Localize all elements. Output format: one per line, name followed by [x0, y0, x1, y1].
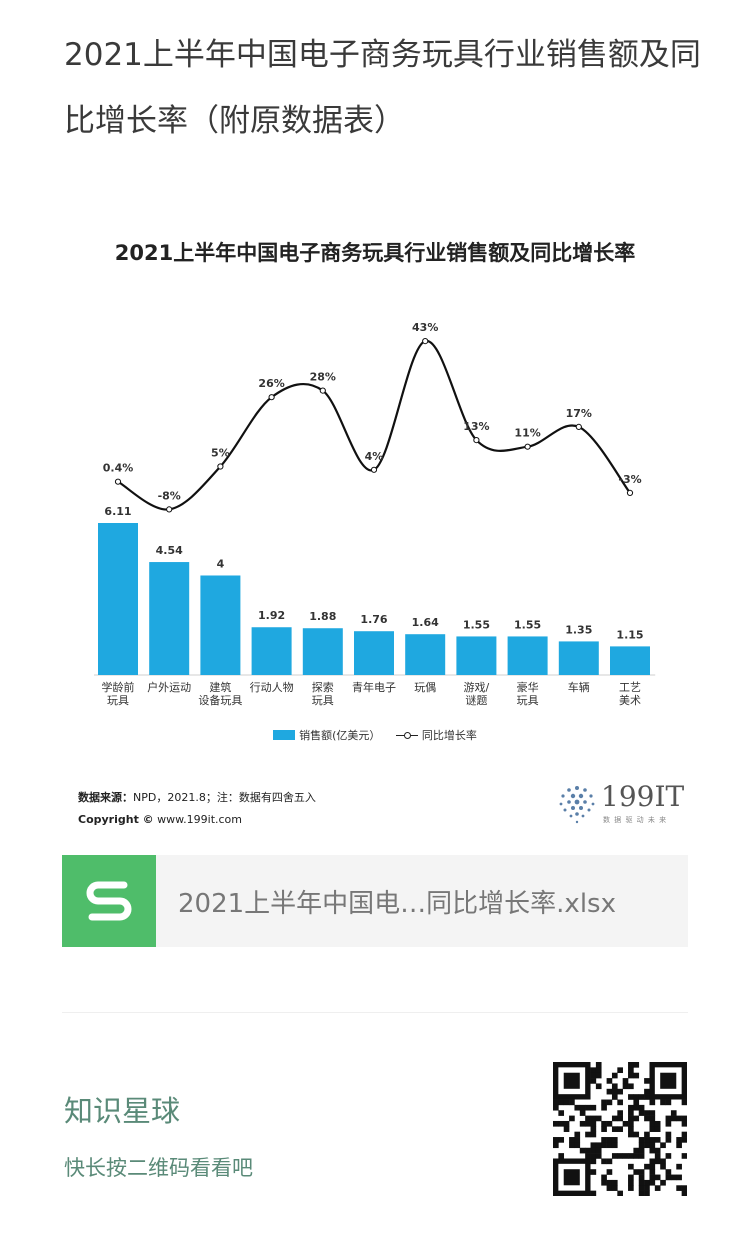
bar-sales-4: [302, 628, 343, 675]
bar-sales-3: [251, 627, 292, 675]
category-label-0-1: 玩具: [107, 694, 129, 707]
logo-subtext: 数 据 驱 动 未 来: [603, 816, 668, 824]
bar-sales-0: [98, 523, 138, 675]
source-text: NPD，2021.8；注：数据有四舍五入: [133, 791, 316, 804]
growth-line: [117, 339, 631, 511]
category-label-2-0: 建筑: [209, 680, 231, 694]
bar-label-4: 1.88: [309, 610, 336, 623]
growth-point-7: [473, 437, 480, 444]
logo-text: 199IT: [601, 780, 685, 813]
growth-label-7: 13%: [463, 420, 489, 433]
bar-label-3: 1.92: [258, 609, 285, 622]
category-label-6: 玩偶: [414, 681, 436, 694]
promo-title: 知识星球: [64, 1094, 181, 1128]
chart-card: 2021上半年中国电子商务玩具行业销售额及同比增长率 6.11 学龄前 玩具 4.54…: [0, 215, 750, 835]
source-label: 数据来源：: [78, 791, 133, 804]
growth-label-5: 4%: [365, 450, 384, 463]
growth-label-1: -8%: [158, 489, 181, 502]
bar-sales-6: [405, 634, 446, 675]
category-label-7-0: 游戏/: [464, 681, 490, 694]
file-attachment[interactable]: 2021上半年中国电…同比增长率.xlsx: [62, 855, 688, 947]
source-note: 数据来源：NPD，2021.8；注：数据有四舍五入 Copyright © ww…: [78, 787, 316, 831]
bar-sales-7: [456, 636, 497, 675]
category-label-10-0: 工艺: [619, 681, 641, 694]
bar-sales-2: [200, 575, 241, 675]
legend-item-sales: 销售额(亿美元）: [273, 727, 380, 743]
category-label-1: 户外运动: [147, 680, 191, 694]
category-label-4-1: 玩具: [312, 694, 334, 707]
bar-label-9: 1.35: [565, 623, 592, 636]
growth-point-4: [319, 387, 326, 394]
growth-label-3: 26%: [258, 377, 284, 390]
bar-sales-1: [149, 562, 190, 675]
legend-item-growth: 同比增长率: [395, 727, 477, 743]
file-name: 2021上半年中国电…同比增长率.xlsx: [178, 888, 616, 919]
category-label-2-1: 设备玩具: [198, 693, 242, 707]
legend-swatch-line: [395, 730, 418, 740]
copyright-url: www.199it.com: [157, 813, 243, 826]
category-label-9: 车辆: [568, 680, 590, 694]
bar-label-0: 6.11: [104, 505, 131, 518]
bar-sales-8: [507, 636, 548, 675]
category-label-8-0: 豪华: [517, 680, 539, 694]
category-label-0-0: 学龄前: [102, 680, 135, 694]
growth-label-0: 0.4%: [103, 462, 134, 475]
bar-sales-9: [558, 641, 599, 675]
growth-label-10: -3%: [618, 473, 641, 486]
category-label-8-1: 玩具: [517, 694, 539, 707]
brand-logo: 199IT 数 据 驱 动 未 来: [555, 780, 695, 830]
bar-label-7: 1.55: [463, 618, 490, 631]
growth-label-8: 11%: [514, 427, 540, 440]
bar-label-8: 1.55: [514, 618, 541, 631]
bar-label-10: 1.15: [616, 628, 643, 641]
bar-label-1: 4.54: [156, 544, 183, 557]
bar-label-2: 4: [217, 557, 225, 570]
category-label-5: 青年电子: [352, 680, 396, 694]
divider: [62, 1012, 688, 1013]
spreadsheet-s-icon: [62, 855, 156, 947]
category-label-3: 行动人物: [250, 680, 294, 694]
chart-title: 2021上半年中国电子商务玩具行业销售额及同比增长率: [114, 241, 636, 265]
page-title: 2021上半年中国电子商务玩具行业销售额及同比增长率（附原数据表）: [64, 37, 701, 139]
legend-label-growth: 同比增长率: [421, 729, 477, 742]
bar-label-6: 1.64: [412, 616, 439, 629]
combo-chart: 6.11学龄前玩具4.54户外运动4建筑设备玩具1.92行动人物1.88探索玩具…: [94, 321, 656, 707]
legend-label-sales: 销售额(亿美元）: [299, 729, 381, 742]
growth-point-2: [217, 463, 224, 470]
growth-point-1: [166, 506, 173, 513]
legend-swatch-bar: [273, 730, 296, 740]
category-label-7-1: 谜题: [465, 694, 487, 707]
logo-dots-icon: [559, 786, 595, 824]
promo-subtitle: 快长按二维码看看吧: [64, 1156, 253, 1180]
growth-point-3: [268, 394, 275, 401]
bar-sales-5: [354, 631, 394, 675]
growth-label-6: 43%: [412, 321, 438, 334]
growth-label-4: 28%: [310, 371, 336, 384]
growth-point-5: [370, 466, 378, 473]
qr-code-icon[interactable]: [553, 1062, 687, 1196]
category-label-4-0: 探索: [312, 680, 334, 694]
growth-point-9: [575, 423, 582, 430]
growth-point-6: [422, 338, 429, 345]
growth-point-8: [524, 443, 531, 450]
category-label-10-1: 美术: [619, 694, 641, 707]
growth-point-10: [626, 489, 634, 496]
growth-point-0: [114, 478, 122, 485]
bar-label-5: 1.76: [360, 613, 387, 626]
growth-label-9: 17%: [566, 407, 592, 420]
bar-sales-10: [610, 646, 650, 675]
copyright-label: Copyright ©: [78, 813, 154, 826]
chart-legend: 销售额(亿美元） 同比增长率: [0, 727, 750, 743]
growth-label-2: 5%: [211, 447, 230, 460]
